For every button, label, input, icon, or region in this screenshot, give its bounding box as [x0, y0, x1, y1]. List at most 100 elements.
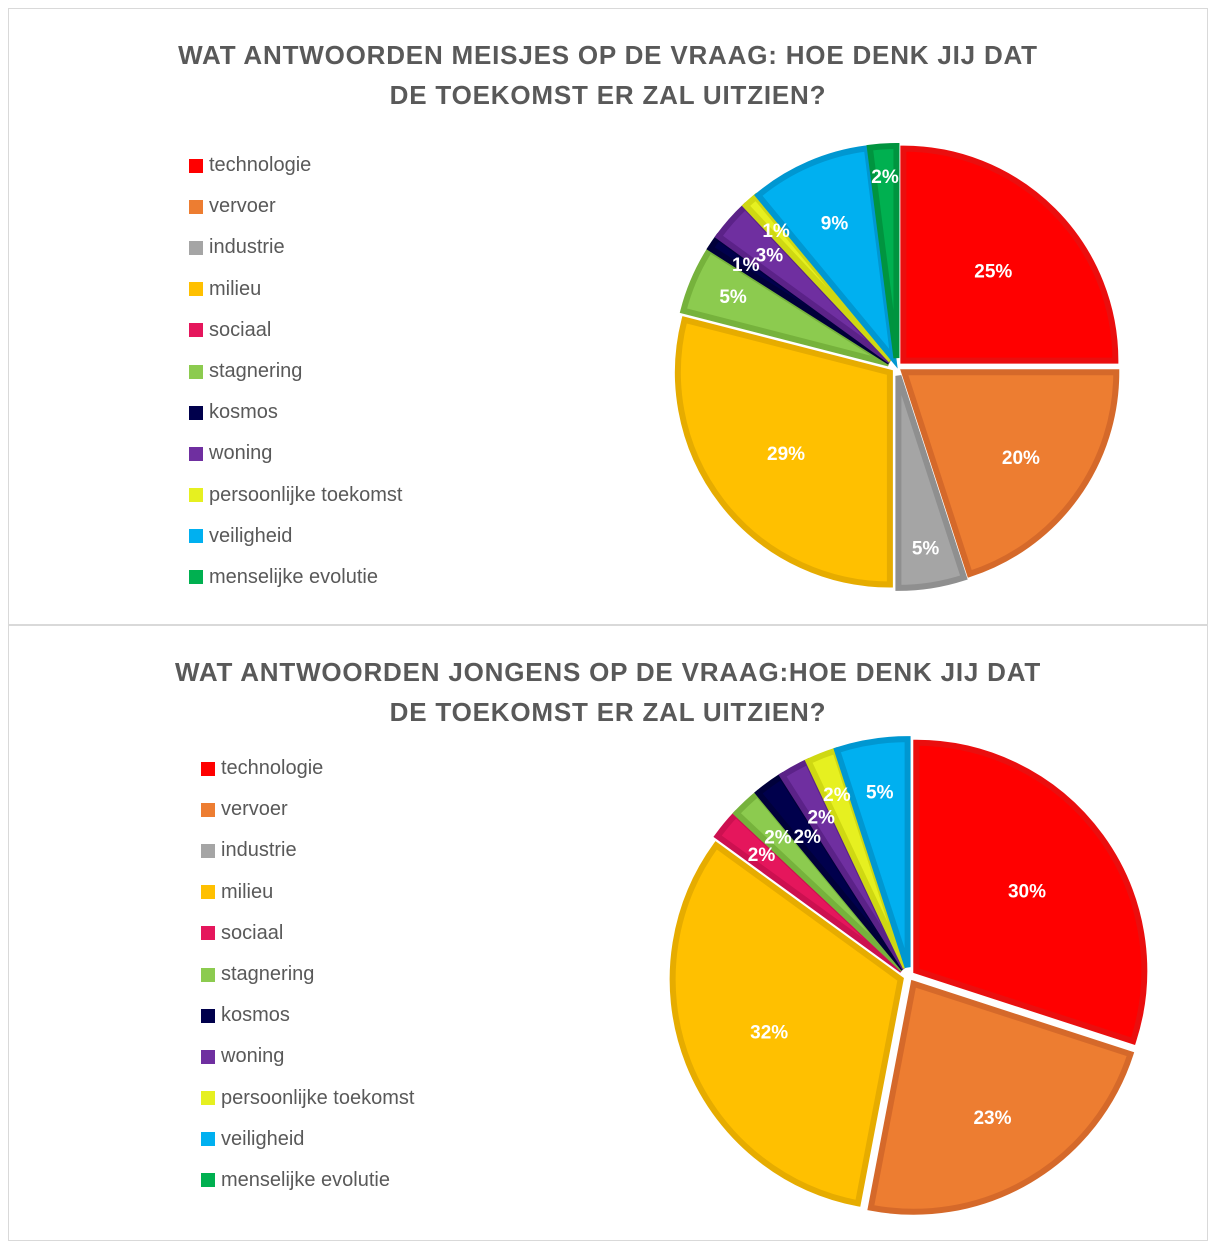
pie-slice-technologie — [913, 739, 1148, 1045]
legend-label: persoonlijke toekomst — [221, 1086, 415, 1109]
pie-chart: 25%20%5%29%5%1%3%1% 9%2% — [674, 143, 1120, 591]
legend-swatch — [189, 529, 203, 544]
pie-slice-menselijke-evolutie — [866, 143, 900, 359]
legend-item: kosmos — [189, 392, 402, 433]
data-label: 20% — [1002, 448, 1040, 469]
chart-title: WAT ANTWOORDEN MEISJES OP DE VRAAG: HOE … — [9, 35, 1207, 115]
legend-label: vervoer — [221, 798, 288, 821]
legend-item: woning — [189, 433, 402, 474]
data-label: 1% — [762, 221, 790, 242]
legend-item: vervoer — [189, 186, 402, 227]
data-label: 2% — [871, 167, 899, 188]
legend-swatch — [189, 282, 203, 297]
chart-title: WAT ANTWOORDEN JONGENS OP DE VRAAG:HOE D… — [9, 652, 1207, 732]
pie-slice-veiligheid — [833, 736, 911, 969]
chart-title-line-2: DE TOEKOMST ER ZAL UITZIEN? — [389, 80, 827, 110]
legend-swatch — [201, 1091, 215, 1106]
chart-panel-girls: WAT ANTWOORDEN MEISJES OP DE VRAAG: HOE … — [8, 8, 1208, 625]
legend-swatch — [189, 446, 203, 461]
chart-panel-boys: WAT ANTWOORDEN JONGENS OP DE VRAAG:HOE D… — [8, 625, 1208, 1241]
chart-title-line-1: WAT ANTWOORDEN JONGENS OP DE VRAAG:HOE D… — [174, 657, 1042, 687]
legend-label: kosmos — [209, 401, 278, 424]
legend-label: sociaal — [209, 318, 272, 341]
legend-label: woning — [209, 442, 273, 465]
legend-label: menselijke evolutie — [209, 565, 378, 588]
legend-item: milieu — [189, 269, 402, 310]
pie-slice-milieu — [674, 316, 893, 588]
data-label: 23% — [973, 1108, 1011, 1129]
legend-swatch — [201, 967, 215, 982]
legend-item: technologie — [189, 145, 402, 186]
legend-item: sociaal — [201, 913, 414, 954]
legend-swatch — [201, 885, 215, 900]
data-label: 2% — [764, 827, 792, 848]
legend-item: sociaal — [189, 310, 402, 351]
data-label: 9% — [821, 214, 849, 235]
legend-swatch — [201, 802, 215, 817]
legend-label: stagnering — [221, 963, 315, 986]
data-label: 2% — [793, 827, 821, 848]
pie-slice-industrie — [895, 374, 968, 591]
chart-title-line-2: DE TOEKOMST ER ZAL UITZIEN? — [389, 697, 827, 727]
legend-item: persoonlijke toekomst — [189, 475, 402, 516]
legend-item: stagnering — [189, 351, 402, 392]
legend-swatch — [189, 199, 203, 214]
legend-label: milieu — [221, 880, 274, 903]
legend-label: sociaal — [221, 921, 284, 944]
chart-title-line-1: WAT ANTWOORDEN MEISJES OP DE VRAAG: HOE … — [178, 40, 1038, 70]
legend-label: industrie — [209, 236, 285, 259]
legend-item: menselijke evolutie — [189, 557, 402, 598]
legend-swatch — [201, 1008, 215, 1023]
data-label: 3% — [756, 245, 784, 266]
legend-swatch — [201, 1132, 215, 1147]
legend-swatch — [201, 843, 215, 858]
data-label: 5% — [719, 287, 747, 308]
legend-label: milieu — [209, 277, 262, 300]
legend-item: industrie — [201, 830, 414, 871]
data-label: 29% — [767, 444, 805, 465]
legend-item: veiligheid — [201, 1119, 414, 1160]
pie-slice-milieu — [669, 841, 904, 1207]
pie-slice-veiligheid — [754, 145, 898, 369]
legend-swatch — [201, 926, 215, 941]
legend-swatch — [189, 323, 203, 338]
legend-label: menselijke evolutie — [221, 1168, 390, 1191]
pie-chart: 30%23%32%2%2% 2%2%2% 5% — [669, 736, 1148, 1215]
legend-swatch — [201, 1173, 215, 1188]
data-label: 30% — [1008, 881, 1046, 902]
legend-item: milieu — [201, 872, 414, 913]
legend-item: vervoer — [201, 789, 414, 830]
data-label: 1% — [732, 255, 760, 276]
legend-label: kosmos — [221, 1004, 290, 1027]
legend-label: vervoer — [209, 195, 276, 218]
legend-label: industrie — [221, 839, 297, 862]
legend-item: menselijke evolutie — [201, 1160, 414, 1201]
legend-label: woning — [221, 1045, 285, 1068]
data-label: 2% — [823, 785, 851, 806]
legend-swatch — [189, 158, 203, 173]
legend-label: technologie — [221, 757, 324, 780]
legend-label: stagnering — [209, 360, 303, 383]
legend: technologie vervoer industrie milieu soc… — [201, 748, 414, 1201]
legend-item: industrie — [189, 227, 402, 268]
data-label: 5% — [912, 539, 940, 560]
legend-swatch — [189, 405, 203, 420]
data-label: 5% — [866, 782, 894, 803]
data-label: 2% — [807, 807, 835, 828]
legend-item: kosmos — [201, 995, 414, 1036]
legend-item: technologie — [201, 748, 414, 789]
legend-item: stagnering — [201, 954, 414, 995]
legend-swatch — [201, 761, 215, 776]
legend-swatch — [201, 1049, 215, 1064]
pie-slice-technologie — [900, 145, 1119, 364]
legend-swatch — [189, 488, 203, 503]
legend-swatch — [189, 364, 203, 379]
legend-item: woning — [201, 1036, 414, 1077]
legend-item: persoonlijke toekomst — [201, 1078, 414, 1119]
legend-item: veiligheid — [189, 516, 402, 557]
legend: technologie vervoer industrie milieu soc… — [189, 145, 402, 598]
data-label: 32% — [750, 1022, 788, 1043]
pie-slice-vervoer — [900, 369, 1120, 578]
legend-swatch — [189, 240, 203, 255]
legend-label: persoonlijke toekomst — [209, 483, 403, 506]
